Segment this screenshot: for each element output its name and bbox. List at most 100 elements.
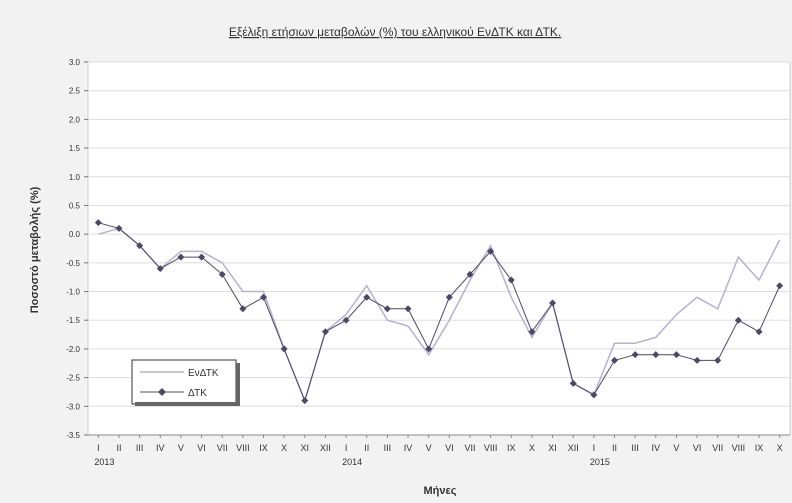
data-point bbox=[301, 397, 309, 405]
y-tick-label: -2.0 bbox=[66, 345, 80, 354]
x-tick-label: IV bbox=[156, 443, 165, 453]
series-line bbox=[98, 222, 781, 403]
x-tick-label: II bbox=[612, 443, 617, 453]
legend-shadow bbox=[236, 363, 240, 406]
x-tick-label: IV bbox=[404, 443, 413, 453]
x-tick-label: V bbox=[178, 443, 184, 453]
x-tick-label: III bbox=[136, 443, 144, 453]
y-tick-label: 1.5 bbox=[69, 144, 81, 153]
data-point bbox=[177, 253, 185, 261]
x-tick-label: III bbox=[631, 443, 639, 453]
series-1 bbox=[94, 219, 784, 405]
x-tick-label: VIII bbox=[236, 443, 250, 453]
x-tick-label: IX bbox=[755, 443, 764, 453]
x-tick-label: IV bbox=[652, 443, 661, 453]
x-year-label: 2013 bbox=[94, 457, 114, 467]
x-tick-label: X bbox=[777, 443, 783, 453]
x-tick-label: II bbox=[116, 443, 121, 453]
y-axis-label: Ποσοστό μεταβολής (%) bbox=[29, 186, 41, 313]
data-point bbox=[404, 305, 412, 313]
x-tick-label: XII bbox=[568, 443, 579, 453]
data-point bbox=[94, 219, 102, 227]
x-tick-label: XI bbox=[548, 443, 557, 453]
x-tick-label: XI bbox=[301, 443, 310, 453]
x-tick-label: VI bbox=[197, 443, 206, 453]
data-point bbox=[115, 224, 123, 232]
x-tick-label: IX bbox=[507, 443, 516, 453]
data-point bbox=[363, 293, 371, 301]
x-tick-label: X bbox=[529, 443, 535, 453]
x-tick-label: V bbox=[426, 443, 432, 453]
y-tick-label: 0.5 bbox=[69, 201, 81, 210]
y-tick-label: -3.0 bbox=[66, 402, 80, 411]
chart-title: Εξέλιξη ετήσιων μεταβολών (%) του ελληνι… bbox=[229, 25, 561, 39]
x-tick-label: VII bbox=[464, 443, 475, 453]
y-tick-label: -1.5 bbox=[66, 316, 80, 325]
x-tick-label: VII bbox=[217, 443, 228, 453]
x-year-label: 2014 bbox=[342, 457, 362, 467]
x-tick-label: IX bbox=[259, 443, 268, 453]
x-tick-label: I bbox=[593, 443, 596, 453]
y-axis-ticks: 3.0 2.5 2.0 1.5 1.0 0.5 0.0 -0.5 -1.0 -1.5 -2.0 -2.… bbox=[66, 58, 88, 440]
y-tick-label: 2.0 bbox=[69, 115, 81, 124]
data-point bbox=[652, 351, 660, 359]
x-tick-label: II bbox=[364, 443, 369, 453]
x-tick-label: V bbox=[673, 443, 679, 453]
data-point bbox=[528, 328, 536, 336]
data-point bbox=[569, 379, 577, 387]
data-point bbox=[280, 345, 288, 353]
series-0 bbox=[98, 227, 781, 403]
data-point bbox=[136, 242, 144, 250]
y-tick-label: -1.0 bbox=[66, 288, 80, 297]
x-tick-label: VIII bbox=[484, 443, 498, 453]
data-point bbox=[239, 305, 247, 313]
legend-label-dtk: ΔΤΚ bbox=[188, 388, 207, 399]
x-tick-label: VII bbox=[712, 443, 723, 453]
data-point bbox=[342, 316, 350, 324]
data-point bbox=[507, 276, 515, 284]
data-point bbox=[487, 247, 495, 255]
legend: ΕνΔΤΚ ΔΤΚ bbox=[131, 359, 240, 406]
data-point bbox=[631, 351, 639, 359]
data-point bbox=[425, 345, 433, 353]
x-tick-label: I bbox=[345, 443, 348, 453]
data-point bbox=[549, 299, 557, 307]
x-axis-label: Μήνες bbox=[424, 485, 457, 497]
data-point bbox=[714, 356, 722, 364]
y-tick-label: -3.5 bbox=[66, 431, 80, 440]
legend-marker-dtk bbox=[158, 388, 166, 396]
data-point bbox=[445, 293, 453, 301]
x-tick-label: X bbox=[281, 443, 287, 453]
data-point bbox=[672, 351, 680, 359]
data-point bbox=[260, 293, 267, 301]
x-axis-ticks: I II III IV V VI VII VIII IX X XI XII I II III IV V VI VII… bbox=[88, 434, 790, 453]
y-tick-label: 0.0 bbox=[69, 230, 81, 239]
y-tick-label: -0.5 bbox=[66, 259, 80, 268]
series-layer bbox=[94, 219, 784, 405]
data-point bbox=[611, 356, 618, 364]
data-point bbox=[198, 253, 206, 261]
y-tick-label: -2.5 bbox=[66, 374, 80, 383]
data-point bbox=[693, 356, 701, 364]
series-line bbox=[98, 227, 781, 403]
data-point bbox=[755, 328, 763, 336]
data-point bbox=[156, 265, 164, 273]
x-year-label: 2015 bbox=[590, 457, 610, 467]
data-point bbox=[776, 282, 784, 290]
x-tick-label: VI bbox=[693, 443, 702, 453]
x-tick-label: XII bbox=[320, 443, 331, 453]
data-point bbox=[734, 316, 742, 324]
y-tick-label: 2.5 bbox=[69, 87, 81, 96]
x-tick-label: I bbox=[97, 443, 100, 453]
legend-shadow bbox=[135, 402, 239, 406]
data-point bbox=[383, 305, 391, 313]
gridlines bbox=[88, 61, 790, 436]
y-tick-label: 1.0 bbox=[69, 173, 81, 182]
legend-label-enDTK: ΕνΔΤΚ bbox=[188, 368, 219, 379]
data-point bbox=[466, 270, 474, 278]
x-tick-label: VI bbox=[445, 443, 454, 453]
x-tick-label: VIII bbox=[732, 443, 746, 453]
x-axis-year-labels: 2013 2014 2015 bbox=[94, 457, 610, 467]
